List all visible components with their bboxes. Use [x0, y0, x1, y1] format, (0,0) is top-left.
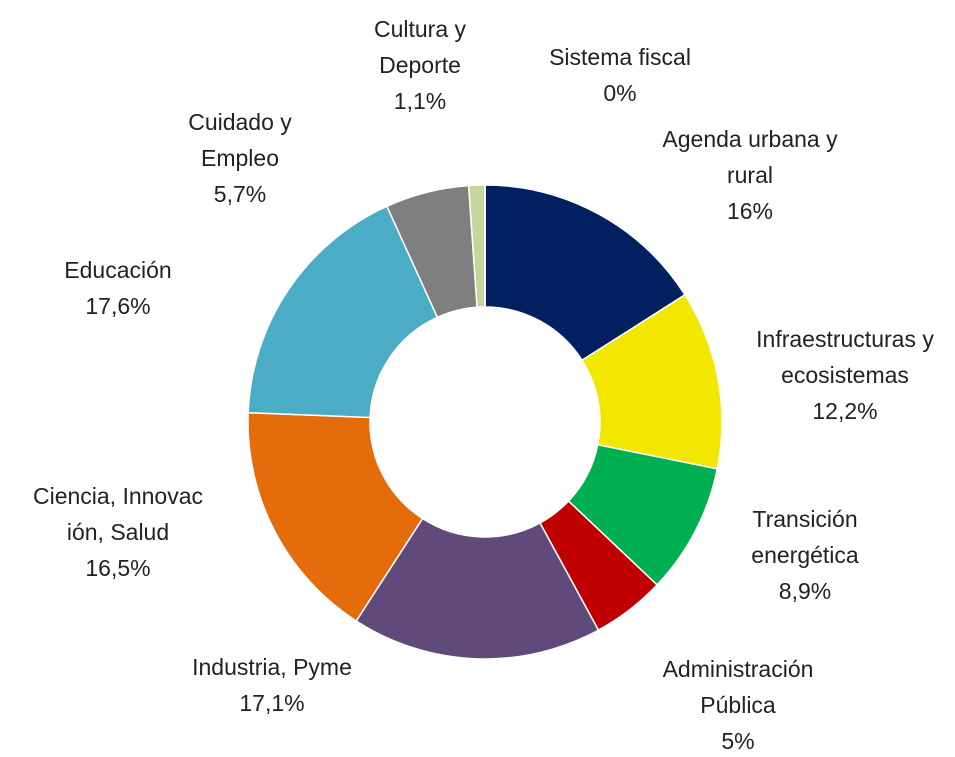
category-name: Industria, Pyme	[192, 654, 352, 680]
slice-label: Ciencia, Innovación, Salud 16,5%	[32, 478, 205, 586]
value-label: 5%	[721, 728, 755, 754]
category-name: Ciencia, Innovación, Salud	[32, 483, 204, 545]
value-label: 17,1%	[239, 690, 305, 716]
slice-label: Agenda urbana y rural 16%	[645, 121, 855, 229]
category-name: Cultura y Deporte	[373, 16, 467, 78]
slice-label: Infraestructuras y ecosistemas 12,2%	[738, 321, 953, 429]
slice-label: Cultura y Deporte 1,1%	[355, 11, 485, 119]
value-label: 0%	[603, 80, 637, 106]
donut-slice	[247, 205, 439, 419]
slice-label: Industria, Pyme 17,1%	[142, 649, 402, 721]
slice-label: Sistema fiscal 0%	[510, 39, 730, 111]
value-label: 17,6%	[85, 293, 151, 319]
donut-slice	[355, 517, 600, 660]
slice-label: Administración Pública 5%	[638, 651, 838, 757]
donut-slice	[484, 184, 687, 362]
category-name: Agenda urbana y rural	[662, 126, 838, 188]
category-name: Infraestructuras y ecosistemas	[756, 326, 934, 388]
category-name: Transición energética	[751, 506, 859, 568]
category-name: Cuidado y Empleo	[188, 109, 292, 171]
value-label: 8,9%	[778, 578, 832, 604]
slice-label: Transición energética 8,9%	[725, 501, 885, 609]
value-label: 12,2%	[812, 398, 878, 424]
value-label: 16%	[726, 198, 774, 224]
value-label: 16,5%	[85, 555, 151, 581]
donut-slice	[581, 293, 723, 470]
category-name: Sistema fiscal	[549, 44, 691, 70]
slice-label: Cuidado y Empleo 5,7%	[170, 104, 310, 212]
value-label: 1,1%	[393, 88, 447, 114]
category-name: Educación	[64, 257, 172, 283]
donut-slice	[247, 411, 424, 623]
value-label: 5,7%	[213, 181, 267, 207]
slice-label: Educación 17,6%	[18, 252, 218, 324]
category-name: Administración Pública	[662, 656, 814, 718]
